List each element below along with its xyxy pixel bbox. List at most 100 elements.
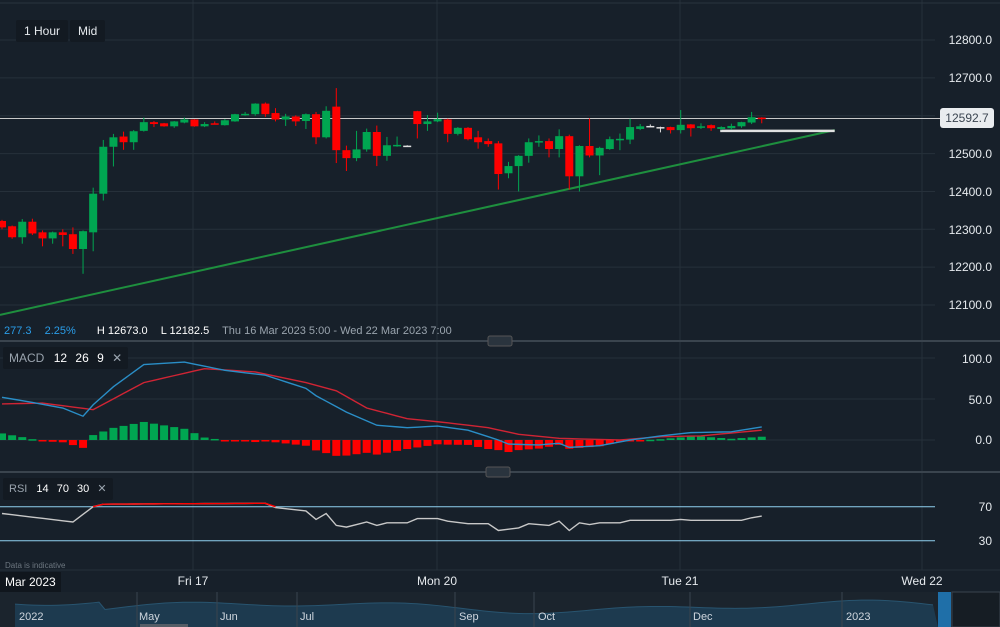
price-type-button[interactable]: Mid bbox=[70, 20, 106, 42]
panel-resize-handle[interactable] bbox=[485, 466, 511, 478]
macd-histogram-bar bbox=[160, 425, 169, 440]
candle-body bbox=[312, 114, 321, 138]
price-axis-label: 12300.0 bbox=[948, 223, 992, 237]
interval-button[interactable]: 1 Hour bbox=[16, 20, 69, 42]
macd-histogram-bar bbox=[200, 437, 209, 440]
macd-axis-label: 0.0 bbox=[975, 433, 992, 447]
candle-body bbox=[474, 137, 483, 143]
candle-body bbox=[757, 117, 766, 120]
navigator-label: Dec bbox=[693, 611, 713, 623]
candle-body bbox=[68, 234, 77, 249]
low-value: L 12182.5 bbox=[160, 325, 210, 337]
navigator-area bbox=[15, 600, 938, 627]
candle-body bbox=[545, 141, 554, 150]
candle-body bbox=[160, 123, 169, 127]
candle-body bbox=[403, 145, 412, 148]
candle-body bbox=[484, 141, 493, 145]
candle-body bbox=[352, 149, 361, 159]
macd-histogram-bar bbox=[342, 440, 351, 456]
macd-legend: MACD 12 26 9 ✕ bbox=[3, 347, 129, 369]
macd-histogram-bar bbox=[271, 440, 280, 443]
navigator-window[interactable] bbox=[938, 592, 951, 627]
disclaimer: Data is indicative bbox=[5, 561, 66, 570]
macd-histogram-bar bbox=[504, 440, 513, 453]
candle-body bbox=[393, 144, 402, 147]
candle-body bbox=[271, 113, 280, 120]
candle-body bbox=[230, 114, 239, 122]
macd-histogram-bar bbox=[555, 440, 564, 445]
macd-histogram-bar bbox=[362, 440, 371, 453]
rsi-param: 14 bbox=[36, 483, 49, 495]
navigator-label: May bbox=[139, 611, 160, 623]
macd-histogram-bar bbox=[656, 439, 665, 441]
macd-histogram-bar bbox=[312, 440, 321, 451]
candle-body bbox=[281, 116, 290, 120]
macd-histogram-bar bbox=[605, 440, 614, 445]
macd-label: MACD bbox=[9, 351, 45, 365]
macd-histogram-bar bbox=[372, 440, 381, 455]
macd-histogram-bar bbox=[109, 427, 118, 440]
macd-histogram-bar bbox=[403, 440, 412, 450]
candle-body bbox=[453, 127, 462, 134]
macd-histogram-bar bbox=[423, 440, 432, 446]
macd-histogram-bar bbox=[352, 440, 361, 455]
macd-histogram-bar bbox=[636, 440, 645, 442]
candle-body bbox=[696, 126, 705, 128]
macd-histogram-bar bbox=[696, 436, 705, 440]
macd-histogram-bar bbox=[210, 438, 219, 441]
macd-histogram-bar bbox=[261, 440, 270, 442]
macd-histogram-bar bbox=[453, 440, 462, 445]
change-percent: 2.25% bbox=[44, 325, 76, 337]
close-icon[interactable]: ✕ bbox=[112, 351, 123, 365]
macd-histogram-bar bbox=[139, 421, 148, 440]
macd-histogram-bar bbox=[58, 440, 67, 443]
candle-body bbox=[79, 231, 88, 249]
macd-histogram-bar bbox=[474, 440, 483, 447]
candle-body bbox=[261, 103, 270, 115]
candle-body bbox=[534, 141, 543, 143]
time-axis-label: Mon 20 bbox=[416, 574, 458, 588]
candle-body bbox=[463, 127, 472, 140]
panel-resize-handle[interactable] bbox=[487, 335, 513, 347]
rsi-axis-label: 30 bbox=[978, 534, 992, 548]
macd-histogram-bar bbox=[79, 440, 88, 448]
macd-histogram-bar bbox=[737, 438, 746, 440]
candle-body bbox=[170, 121, 179, 127]
time-axis-label: Wed 22 bbox=[901, 574, 943, 588]
candle-body bbox=[656, 127, 665, 129]
macd-histogram-bar bbox=[443, 440, 452, 445]
candle-body bbox=[524, 142, 533, 156]
macd-histogram-bar bbox=[595, 440, 604, 447]
rsi-overbought-line bbox=[92, 502, 276, 508]
candle-body bbox=[28, 221, 37, 234]
macd-histogram-bar bbox=[393, 440, 402, 451]
candle-body bbox=[109, 137, 118, 147]
candle-body bbox=[210, 123, 219, 125]
macd-histogram-bar bbox=[119, 425, 128, 440]
high-value: H 12673.0 bbox=[96, 325, 148, 337]
rsi-param: 70 bbox=[56, 483, 69, 495]
candle-body bbox=[575, 146, 584, 177]
macd-histogram-bar bbox=[463, 440, 472, 445]
candle-body bbox=[636, 126, 645, 129]
macd-histogram-bar bbox=[717, 438, 726, 440]
close-icon[interactable]: ✕ bbox=[97, 483, 107, 495]
macd-histogram-bar bbox=[666, 438, 675, 440]
candle-body bbox=[241, 113, 250, 116]
candle-body bbox=[220, 120, 229, 126]
macd-histogram-bar bbox=[18, 437, 27, 440]
macd-histogram-bar bbox=[301, 440, 310, 446]
macd-histogram-bar bbox=[565, 440, 574, 449]
price-axis-label: 12700.0 bbox=[948, 71, 992, 85]
candle-body bbox=[514, 155, 523, 167]
macd-histogram-bar bbox=[585, 440, 594, 448]
macd-histogram-bar bbox=[615, 440, 624, 442]
macd-histogram-bar bbox=[413, 440, 422, 448]
current-price-label: 12592.7 bbox=[940, 108, 994, 128]
navigator-handle[interactable] bbox=[951, 591, 1000, 627]
navigator-label: Sep bbox=[459, 611, 479, 623]
candle-body bbox=[18, 221, 27, 238]
candle-body bbox=[0, 220, 6, 228]
navigator-scrollbar[interactable] bbox=[140, 624, 188, 627]
